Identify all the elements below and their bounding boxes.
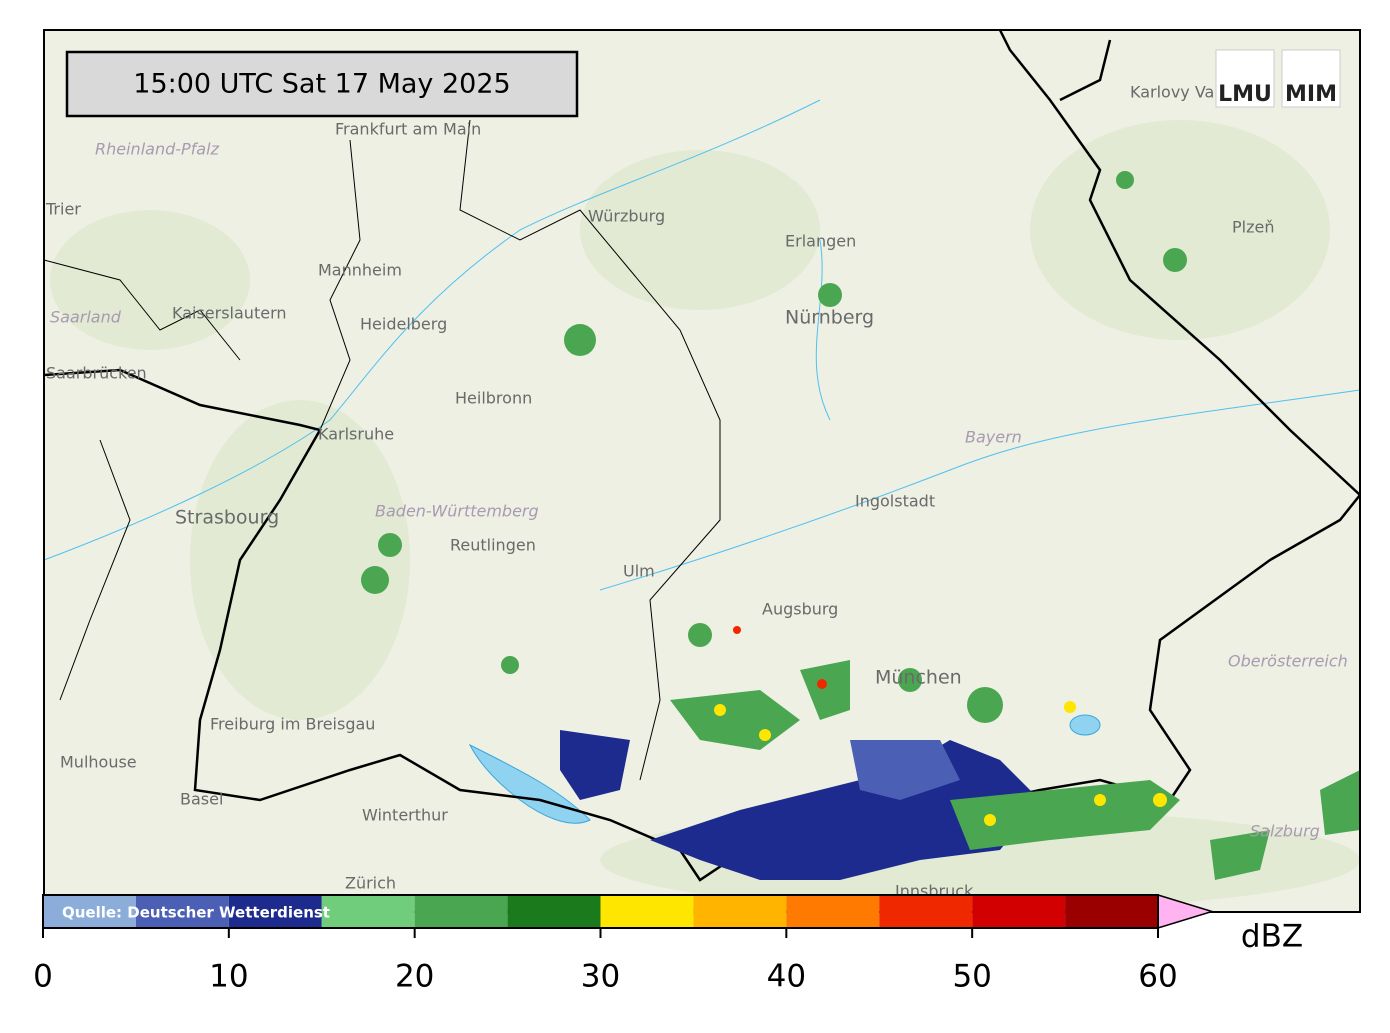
colorbar-segment	[507, 895, 601, 928]
timestamp: 15:00 UTC Sat 17 May 2025	[133, 69, 510, 100]
rivers	[43, 99, 1361, 591]
place-label: Basel	[180, 790, 223, 809]
logo-box	[1215, 49, 1275, 108]
place-label: Winterthur	[362, 806, 448, 825]
place-label: Augsburg	[762, 600, 838, 619]
colorbar-segment	[879, 895, 973, 928]
place-label: Saarbrücken	[46, 364, 147, 383]
logo-text: MIM	[1285, 82, 1337, 107]
region-label: Bayern	[965, 428, 1022, 447]
region-label: Baden-Württemberg	[375, 502, 539, 521]
place-label: Karlsruhe	[318, 425, 394, 444]
place-label: Mannheim	[318, 261, 402, 280]
colorbar-segment	[228, 895, 322, 928]
timestamp-box	[65, 50, 579, 118]
place-label: Heidelberg	[360, 315, 447, 334]
colorbar-tick-label: 30	[581, 959, 620, 995]
lakes	[468, 714, 1101, 824]
place-label: Frankfurt am Main	[335, 120, 481, 139]
place-label: Ingolstadt	[855, 492, 935, 511]
place-label: Kaiserslautern	[172, 304, 287, 323]
logo-box	[1281, 49, 1341, 108]
place-label: Ulm	[623, 562, 655, 581]
radar-echoes	[361, 171, 1360, 880]
colorbar-tick-label: 60	[1138, 959, 1177, 995]
place-label: Würzburg	[588, 207, 665, 226]
colorbar-segment	[135, 895, 229, 928]
region-label: Rheinland-Pfalz	[95, 140, 220, 159]
colorbar-tick-label: 10	[209, 959, 248, 995]
colorbar-segment	[693, 895, 787, 928]
place-label: Plzeň	[1232, 218, 1274, 237]
colorbar-tick-label: 0	[33, 959, 53, 995]
colorbar-segment	[321, 895, 415, 928]
colorbar: Quelle: Deutscher Wetterdienst 0 10 20 30 40 5…	[33, 893, 1303, 995]
place-label: Strasbourg	[175, 507, 279, 529]
place-label: Mulhouse	[60, 753, 137, 772]
place-label: Zürich	[345, 874, 396, 893]
colorbar-unit: dBZ	[1241, 919, 1303, 955]
place-label: Heilbronn	[455, 389, 532, 408]
place-label: Nürnberg	[785, 307, 874, 329]
borders	[43, 29, 1361, 882]
colorbar-segment	[600, 895, 694, 928]
place-label: Reutlingen	[450, 536, 536, 555]
colorbar-segment	[1065, 895, 1158, 928]
colorbar-segment	[43, 895, 136, 928]
place-label: München	[875, 667, 962, 689]
colorbar-tick-label: 40	[767, 959, 806, 995]
colorbar-tick-label: 50	[952, 959, 991, 995]
region-label: Salzburg	[1250, 822, 1320, 841]
source-credit: Quelle: Deutscher Wetterdienst	[62, 904, 330, 922]
place-label: Karlovy Vary	[1130, 83, 1230, 102]
colorbar-tick-label: 20	[395, 959, 434, 995]
region-label: Oberösterreich	[1228, 652, 1348, 671]
logo-text: LMU	[1218, 82, 1272, 107]
region-label: Saarland	[50, 308, 122, 327]
colorbar-segment	[972, 895, 1066, 928]
colorbar-segment	[786, 895, 880, 928]
place-label: Erlangen	[785, 232, 856, 251]
place-label: Trier	[45, 200, 81, 219]
colorbar-segment	[414, 895, 508, 928]
place-label: Freiburg im Breisgau	[210, 715, 375, 734]
place-labels: Frankfurt am Main Rheinland-Pfalz Trier …	[45, 83, 1348, 901]
